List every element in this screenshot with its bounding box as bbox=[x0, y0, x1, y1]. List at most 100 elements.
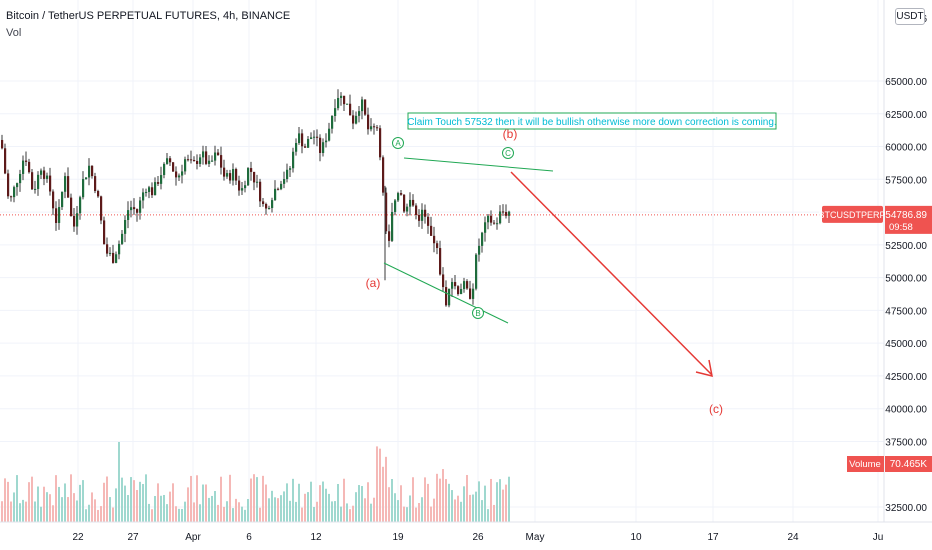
candle-body bbox=[427, 216, 430, 226]
volume-bar bbox=[112, 507, 114, 522]
candle-body bbox=[235, 169, 238, 181]
chart-drawings: (a) (b) (c) A B C Claim Touch 57532 then it wi… bbox=[0, 112, 884, 416]
y-tick-label: 40000.00 bbox=[885, 405, 927, 416]
wave-label-a: (a) bbox=[366, 276, 381, 290]
candle-body bbox=[64, 176, 67, 192]
volume-bar bbox=[289, 500, 291, 522]
volume-bar bbox=[163, 494, 165, 522]
symbol-tag bbox=[822, 205, 883, 223]
volume-bar bbox=[313, 506, 315, 522]
volume-bar bbox=[91, 492, 93, 522]
volume-label-tag bbox=[847, 456, 884, 472]
candle-body bbox=[205, 151, 208, 164]
volume-bar bbox=[505, 484, 507, 522]
candle-body bbox=[115, 254, 118, 263]
y-tick-label: 62500.00 bbox=[885, 110, 927, 121]
volume-bar bbox=[328, 493, 330, 522]
volume-bar bbox=[160, 495, 162, 522]
candle-body bbox=[262, 201, 265, 204]
volume-bar bbox=[49, 494, 51, 522]
volume-bar bbox=[277, 498, 279, 522]
volume-bar bbox=[460, 501, 462, 522]
volume-bar bbox=[292, 478, 294, 522]
candle-body bbox=[256, 181, 259, 183]
lower-trendline bbox=[383, 262, 509, 324]
volume-bar bbox=[412, 477, 414, 522]
candle-body bbox=[403, 194, 406, 212]
volume-bar bbox=[274, 497, 276, 522]
candle-body bbox=[250, 168, 253, 172]
price-axis-bg bbox=[884, 0, 932, 522]
volume-bar bbox=[196, 475, 198, 522]
candle-body bbox=[70, 197, 73, 216]
x-tick-label: Ju bbox=[873, 532, 884, 543]
volume-bar bbox=[154, 495, 156, 522]
volume-bar bbox=[52, 505, 54, 522]
volume-bar bbox=[433, 498, 435, 522]
candle-body bbox=[46, 175, 49, 179]
volume-bar bbox=[220, 476, 222, 522]
volume-bar bbox=[121, 477, 123, 522]
y-tick-label: 57500.00 bbox=[885, 175, 927, 186]
time-axis[interactable]: 22 27 Apr 6 12 19 26 May 10 17 24 Ju bbox=[0, 521, 932, 543]
candle-body bbox=[124, 219, 127, 234]
indicator-label-vol: Vol bbox=[6, 27, 22, 39]
candle-body bbox=[19, 173, 22, 184]
circle-label-c-ring bbox=[502, 147, 514, 159]
volume-bar bbox=[22, 499, 24, 522]
candle-body bbox=[214, 152, 217, 161]
volume-bar bbox=[193, 502, 195, 522]
volume-bar bbox=[400, 485, 402, 522]
volume-bar bbox=[109, 497, 111, 522]
volume-value-tag bbox=[885, 456, 932, 472]
candle-body bbox=[10, 196, 13, 198]
volume-bar bbox=[169, 491, 171, 522]
candle-body bbox=[157, 182, 160, 184]
volume-bar bbox=[226, 501, 228, 522]
candle-body bbox=[217, 152, 220, 156]
candle-body bbox=[496, 223, 499, 225]
volume-bar bbox=[415, 507, 417, 522]
wave-label-c: (c) bbox=[709, 402, 723, 416]
x-tick-label: May bbox=[526, 532, 545, 543]
candle-body bbox=[478, 245, 481, 255]
volume-bar bbox=[82, 480, 84, 522]
candle-body bbox=[178, 175, 181, 178]
volume-bar bbox=[310, 481, 312, 522]
price-axis[interactable]: 65000.0062500.0060000.0057500.0055000.00… bbox=[818, 0, 932, 522]
candle-body bbox=[40, 170, 43, 175]
volume-bar bbox=[73, 493, 75, 522]
volume-bar bbox=[268, 498, 270, 522]
volume-bar bbox=[430, 506, 432, 522]
circle-label-c: C bbox=[505, 149, 511, 158]
volume-bar bbox=[172, 483, 174, 522]
candle-body bbox=[184, 159, 187, 172]
candle-body bbox=[163, 163, 166, 176]
volume-bar bbox=[424, 477, 426, 522]
candle-body bbox=[106, 244, 109, 254]
candle-body bbox=[445, 287, 448, 306]
candle-body bbox=[13, 187, 16, 198]
candle-body bbox=[82, 179, 85, 198]
volume-bar bbox=[118, 442, 120, 522]
candle-body bbox=[391, 211, 394, 241]
volume-bar bbox=[436, 473, 438, 522]
volume-bar bbox=[472, 494, 474, 522]
x-tick-label: 12 bbox=[310, 532, 322, 543]
candle-body bbox=[292, 151, 295, 169]
volume-bar bbox=[64, 483, 66, 522]
volume-bar bbox=[241, 506, 243, 522]
volume-bar bbox=[418, 503, 420, 522]
candle-body bbox=[118, 243, 121, 255]
candle-body bbox=[223, 167, 226, 177]
candle-body bbox=[358, 111, 361, 116]
volume-bar bbox=[229, 474, 231, 522]
candle-body bbox=[151, 187, 154, 196]
y-tick-label: 65000.00 bbox=[885, 77, 927, 88]
candle-body bbox=[355, 115, 358, 124]
candle-body bbox=[421, 209, 424, 221]
candle-body bbox=[1, 139, 4, 149]
currency-button[interactable]: USDT bbox=[895, 8, 925, 25]
volume-bar bbox=[43, 486, 45, 522]
